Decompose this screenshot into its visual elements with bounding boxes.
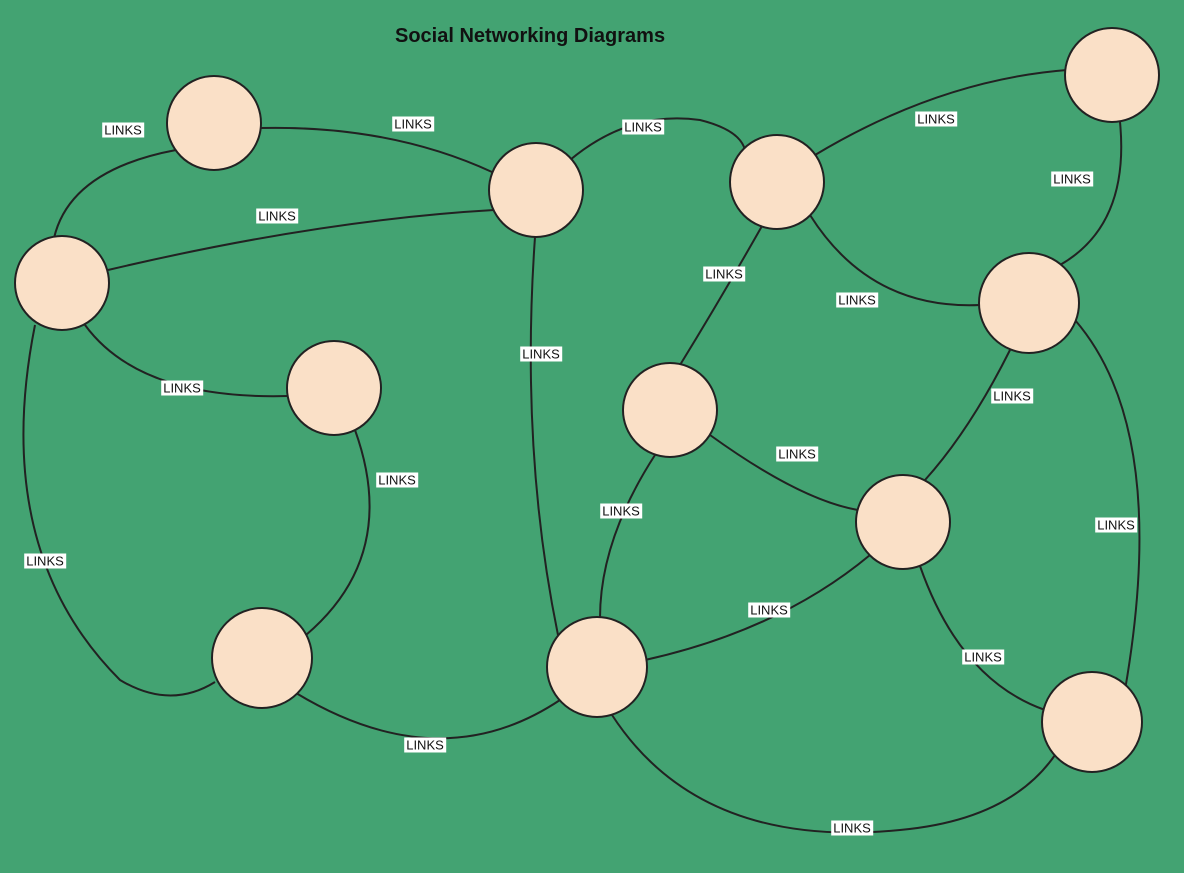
edge-n8-n11	[925, 350, 1010, 480]
node-n7	[623, 363, 717, 457]
node-n5	[15, 236, 109, 330]
diagram-canvas: Social Networking Diagrams LINKS LINKS LIN…	[0, 0, 1184, 873]
edge-n2-n10	[531, 237, 558, 635]
node-n11	[856, 475, 950, 569]
node-n8	[979, 253, 1079, 353]
node-n9	[212, 608, 312, 708]
node-n3	[730, 135, 824, 229]
edge-label: LINKS	[831, 821, 873, 836]
node-n10	[547, 617, 647, 717]
edge-n8-n12	[1075, 320, 1139, 690]
node-n6	[287, 341, 381, 435]
edge-n11-n12	[920, 566, 1045, 710]
edge-n1-n5	[54, 150, 176, 238]
edge-label: LINKS	[748, 603, 790, 618]
edge-label: LINKS	[703, 267, 745, 282]
node-n12	[1042, 672, 1142, 772]
network-svg	[0, 0, 1184, 873]
edge-label: LINKS	[600, 504, 642, 519]
edge-label: LINKS	[520, 347, 562, 362]
edge-label: LINKS	[161, 381, 203, 396]
edge-n9-n10	[296, 693, 560, 738]
diagram-title: Social Networking Diagrams	[395, 25, 665, 48]
edge-label: LINKS	[392, 117, 434, 132]
edge-n10-n12	[612, 715, 1055, 833]
node-n2	[489, 143, 583, 237]
edge-label: LINKS	[962, 650, 1004, 665]
edge-n1-n2	[260, 128, 492, 172]
edge-n7-n10	[600, 455, 655, 618]
edge-label: LINKS	[776, 447, 818, 462]
edge-label: LINKS	[1095, 518, 1137, 533]
edge-label: LINKS	[836, 293, 878, 308]
edge-label: LINKS	[1051, 172, 1093, 187]
edge-label: LINKS	[622, 120, 664, 135]
edge-label: LINKS	[376, 473, 418, 488]
edge-label: LINKS	[102, 123, 144, 138]
node-n4	[1065, 28, 1159, 122]
edge-n5-n2	[108, 210, 494, 270]
edge-label: LINKS	[991, 389, 1033, 404]
edge-label: LINKS	[24, 554, 66, 569]
edge-label: LINKS	[404, 738, 446, 753]
edge-label: LINKS	[256, 209, 298, 224]
edge-n6-n9	[306, 430, 370, 635]
edge-label: LINKS	[915, 112, 957, 127]
edge-n4-n8	[1060, 122, 1121, 265]
node-n1	[167, 76, 261, 170]
edge-n3-n7	[680, 226, 762, 365]
